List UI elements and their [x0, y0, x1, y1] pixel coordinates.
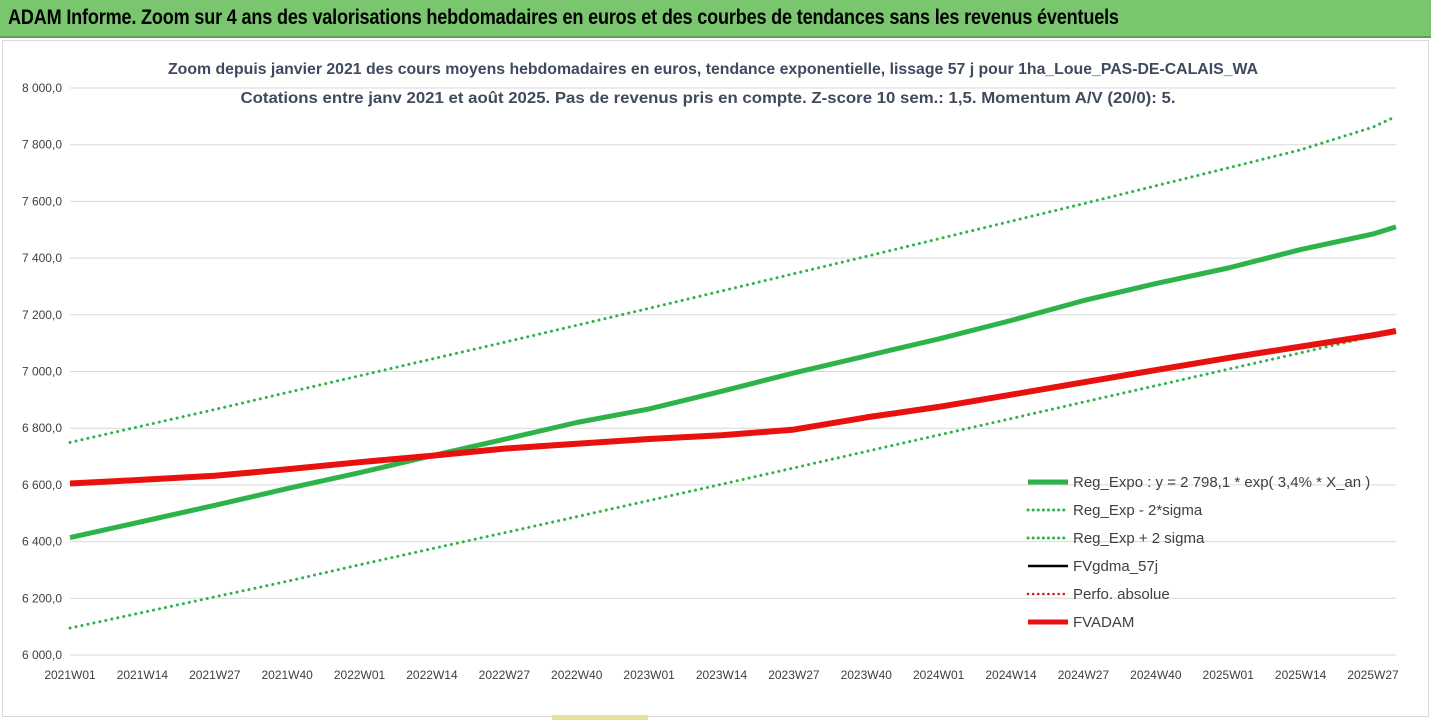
- y-tick-label: 6 600,0: [22, 478, 62, 492]
- y-tick-label: 7 000,0: [22, 365, 62, 379]
- legend-label: FVgdma_57j: [1073, 558, 1158, 575]
- series-line-3: [69, 331, 1397, 485]
- chart-title-line1: Zoom depuis janvier 2021 des cours moyen…: [168, 61, 1258, 78]
- series-line-0: [69, 224, 1397, 541]
- x-tick-label: 2024W14: [985, 668, 1037, 682]
- chart-frame: Zoom depuis janvier 2021 des cours moyen…: [2, 40, 1429, 717]
- y-tick-label: 7 600,0: [22, 194, 62, 208]
- x-tick-label: 2022W14: [406, 668, 458, 682]
- legend-label: Reg_Expo : y = 2 798,1 * exp( 3,4% * X_a…: [1073, 474, 1370, 491]
- series-line-5: [69, 328, 1397, 487]
- y-tick-label: 8 000,0: [22, 81, 62, 95]
- x-tick-label: 2023W01: [623, 668, 675, 682]
- legend: Reg_Expo : y = 2 798,1 * exp( 3,4% * X_a…: [1026, 474, 1370, 631]
- legend-label: Perfo. absolue: [1073, 586, 1170, 603]
- x-tick-label: 2025W27: [1347, 668, 1399, 682]
- legend-label: Reg_Exp + 2 sigma: [1073, 530, 1205, 547]
- x-axis: 2021W01 2021W14 2021W27 2021W40 2022W01 2022W…: [44, 668, 1399, 682]
- gridlines: [70, 87, 1396, 656]
- series-layer: [68, 114, 1398, 630]
- x-tick-label: 2023W14: [696, 668, 748, 682]
- x-tick-label: 2023W27: [768, 668, 820, 682]
- x-tick-label: 2021W14: [117, 668, 169, 682]
- series-line-2: [68, 114, 1398, 444]
- x-tick-label: 2022W40: [551, 668, 603, 682]
- bottom-strip: [552, 715, 648, 720]
- y-tick-label: 7 200,0: [22, 308, 62, 322]
- y-tick-label: 6 200,0: [22, 591, 62, 605]
- x-tick-label: 2024W40: [1130, 668, 1182, 682]
- x-tick-label: 2022W27: [479, 668, 531, 682]
- y-axis: 6 000,0 6 200,0 6 400,0 6 600,0 6 800,0 7 000…: [22, 81, 62, 662]
- x-tick-label: 2021W01: [44, 668, 96, 682]
- x-tick-label: 2022W01: [334, 668, 386, 682]
- x-tick-label: 2021W40: [261, 668, 313, 682]
- x-tick-label: 2023W40: [841, 668, 893, 682]
- y-tick-label: 6 400,0: [22, 535, 62, 549]
- line-chart: Zoom depuis janvier 2021 des cours moyen…: [22, 61, 1399, 682]
- chart-title-line2: Cotations entre janv 2021 et août 2025. …: [241, 90, 1176, 107]
- legend-label: FVADAM: [1073, 614, 1134, 631]
- report-banner: ADAM Informe. Zoom sur 4 ans des valoris…: [0, 0, 1431, 38]
- x-tick-label: 2024W01: [913, 668, 965, 682]
- y-tick-label: 6 000,0: [22, 648, 62, 662]
- report-title: ADAM Informe. Zoom sur 4 ans des valoris…: [8, 6, 1119, 29]
- y-tick-label: 7 800,0: [22, 138, 62, 152]
- x-tick-label: 2021W27: [189, 668, 241, 682]
- x-tick-label: 2025W14: [1275, 668, 1327, 682]
- legend-label: Reg_Exp - 2*sigma: [1073, 502, 1203, 519]
- x-tick-label: 2025W01: [1203, 668, 1255, 682]
- y-tick-label: 6 800,0: [22, 421, 62, 435]
- y-tick-label: 7 400,0: [22, 251, 62, 265]
- x-tick-label: 2024W27: [1058, 668, 1110, 682]
